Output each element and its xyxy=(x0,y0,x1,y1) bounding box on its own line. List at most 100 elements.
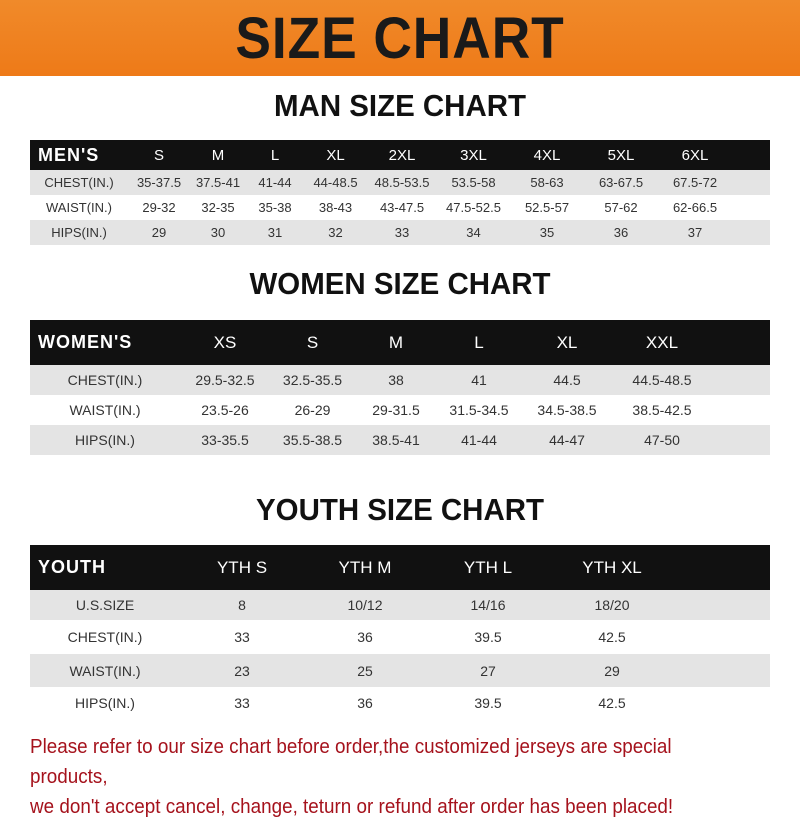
size-header-cell: S xyxy=(306,332,319,352)
table-cell: 35-38 xyxy=(258,200,292,215)
table-cell: 27 xyxy=(480,662,496,679)
table-row: HIPS(IN.) 33-35.5 35.5-38.5 38.5-41 41-44 44-… xyxy=(30,425,770,455)
table-cell: 37.5-41 xyxy=(195,175,241,190)
table-cell: 58-63 xyxy=(530,175,564,190)
table-cell: 36 xyxy=(613,225,629,240)
table-cell: 44-48.5 xyxy=(313,175,358,190)
table-header-row: MEN'S S M L XL 2XL 3XL 4XL 5XL 6XL xyxy=(30,140,770,170)
table-cell: 10/12 xyxy=(347,597,383,613)
table-cell: 30 xyxy=(210,225,226,240)
table-row: WAIST(IN.) 23.5-26 26-29 29-31.5 31.5-34.5 34… xyxy=(30,395,770,425)
table-cell: 23.5-26 xyxy=(201,402,249,418)
men-size-table: MEN'S S M L XL 2XL 3XL 4XL 5XL 6XL CHEST(IN.) 35-37… xyxy=(30,140,770,245)
size-chart-banner: SIZE CHART xyxy=(0,0,800,76)
table-cell: 29-32 xyxy=(142,200,176,215)
row-label: CHEST(IN.) xyxy=(67,629,143,645)
table-row: HIPS(IN.) 33 36 39.5 42.5 xyxy=(30,687,770,718)
table-row: U.S.SIZE 8 10/12 14/16 18/20 xyxy=(30,590,770,620)
table-cell: 37 xyxy=(687,225,703,240)
table-row: CHEST(IN.) 35-37.5 37.5-41 41-44 44-48.5 48.5… xyxy=(30,170,770,195)
table-cell: 47-50 xyxy=(644,432,680,448)
table-cell: 44.5 xyxy=(553,372,581,388)
size-header-cell: 6XL xyxy=(681,146,709,164)
size-header-cell: 5XL xyxy=(607,146,635,164)
table-cell: 23 xyxy=(234,662,250,679)
table-row: WAIST(IN.) 29-32 32-35 35-38 38-43 43-47.5 47.… xyxy=(30,195,770,220)
size-header-cell: M xyxy=(388,332,404,352)
table-cell: 29 xyxy=(151,225,167,240)
table-cell: 57-62 xyxy=(604,200,638,215)
table-row: CHEST(IN.) 33 36 39.5 42.5 xyxy=(30,620,770,654)
table-cell: 38.5-42.5 xyxy=(632,402,692,418)
table-cell: 34.5-38.5 xyxy=(537,402,597,418)
row-label: CHEST(IN.) xyxy=(44,175,114,190)
youth-title: YOUTH SIZE CHART xyxy=(256,492,544,527)
table-cell: 33 xyxy=(394,225,410,240)
table-cell: 36 xyxy=(357,629,373,645)
table-row: HIPS(IN.) 29 30 31 32 33 34 35 36 37 xyxy=(30,220,770,245)
table-cell: 29.5-32.5 xyxy=(195,372,255,388)
size-header-cell: L xyxy=(270,146,280,164)
size-header-cell: L xyxy=(474,332,484,352)
table-cell: 32.5-35.5 xyxy=(282,372,343,388)
table-cell: 44-47 xyxy=(549,432,585,448)
table-cell: 41-44 xyxy=(461,432,497,448)
youth-size-table: YOUTH YTH S YTH M YTH L YTH XL U.S.SIZE 8 10/12… xyxy=(30,545,770,718)
table-cell: 47.5-52.5 xyxy=(446,200,501,215)
table-cell: 35-37.5 xyxy=(136,175,182,190)
row-label: CHEST(IN.) xyxy=(67,372,143,388)
row-label: HIPS(IN.) xyxy=(75,694,135,711)
table-cell: 31 xyxy=(267,225,283,240)
size-header-cell: M xyxy=(211,146,225,164)
table-cell: 42.5 xyxy=(598,629,626,645)
page-title: SIZE CHART xyxy=(235,5,565,71)
table-title-cell: WOMEN'S xyxy=(38,332,133,352)
table-row: WAIST(IN.) 23 25 27 29 xyxy=(30,654,770,687)
table-title-cell: MEN'S xyxy=(38,144,100,165)
row-label: HIPS(IN.) xyxy=(51,225,107,240)
table-cell: 36 xyxy=(357,694,373,711)
table-cell: 34 xyxy=(466,225,481,240)
notice-line-2: we don't accept cancel, change, teturn o… xyxy=(30,795,674,818)
table-cell: 43-47.5 xyxy=(379,200,425,215)
table-cell: 32-35 xyxy=(201,200,235,215)
table-cell: 33 xyxy=(234,694,250,711)
order-notice: Please refer to our size chart before or… xyxy=(30,732,729,822)
table-cell: 35.5-38.5 xyxy=(282,432,343,448)
size-header-cell: YTH M xyxy=(338,557,392,577)
table-cell: 38 xyxy=(388,372,404,388)
table-cell: 53.5-58 xyxy=(451,175,496,190)
table-cell: 67.5-72 xyxy=(672,175,718,190)
table-cell: 26-29 xyxy=(294,402,331,418)
table-cell: 63-67.5 xyxy=(598,175,644,190)
size-header-cell: YTH XL xyxy=(582,557,642,577)
table-cell: 38-43 xyxy=(318,200,353,215)
size-header-cell: YTH S xyxy=(216,557,268,577)
table-cell: 31.5-34.5 xyxy=(449,402,509,418)
table-title-cell: YOUTH xyxy=(38,557,106,577)
table-cell: 48.5-53.5 xyxy=(374,175,430,190)
table-cell: 8 xyxy=(238,597,246,613)
size-header-cell: S xyxy=(153,146,164,164)
table-cell: 25 xyxy=(357,662,373,679)
size-header-cell: YTH L xyxy=(463,557,513,577)
size-header-cell: XL xyxy=(556,332,578,352)
size-header-cell: XL xyxy=(326,146,345,164)
table-cell: 52.5-57 xyxy=(524,200,570,215)
women-title: WOMEN SIZE CHART xyxy=(249,266,551,301)
table-cell: 32 xyxy=(328,225,343,240)
row-label: U.S.SIZE xyxy=(75,597,135,613)
row-label: WAIST(IN.) xyxy=(69,662,141,679)
table-cell: 29-31.5 xyxy=(372,402,420,418)
table-cell: 38.5-41 xyxy=(372,432,420,448)
table-header-row: WOMEN'S XS S M L XL XXL xyxy=(30,320,770,365)
size-header-cell: 4XL xyxy=(533,146,561,164)
size-header-cell: XXL xyxy=(645,332,679,352)
table-cell: 41-44 xyxy=(258,175,292,190)
table-cell: 29 xyxy=(604,662,620,679)
size-header-cell: 3XL xyxy=(460,146,487,164)
table-cell: 33-35.5 xyxy=(201,432,249,448)
table-cell: 33 xyxy=(234,629,250,645)
women-size-table: WOMEN'S XS S M L XL XXL CHEST(IN.) 29.5-32.5 32.5… xyxy=(30,320,770,455)
row-label: WAIST(IN.) xyxy=(46,200,112,215)
